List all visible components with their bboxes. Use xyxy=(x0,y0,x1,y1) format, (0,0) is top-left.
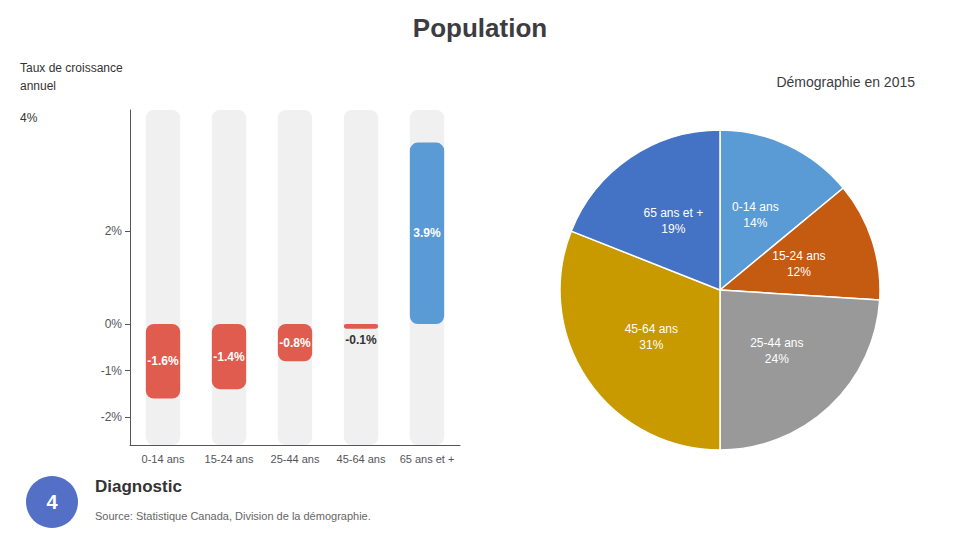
svg-text:25-44 ans: 25-44 ans xyxy=(750,336,803,350)
svg-text:14%: 14% xyxy=(743,216,767,230)
svg-text:3.9%: 3.9% xyxy=(413,226,441,240)
svg-text:4: 4 xyxy=(46,491,58,513)
svg-text:Taux de croissance: Taux de croissance xyxy=(20,61,123,75)
svg-text:45-64 ans: 45-64 ans xyxy=(337,453,386,465)
svg-text:15-24 ans: 15-24 ans xyxy=(205,453,254,465)
svg-text:annuel: annuel xyxy=(20,79,56,93)
svg-text:0-14 ans: 0-14 ans xyxy=(732,200,779,214)
svg-text:-2%: -2% xyxy=(101,410,123,424)
svg-text:25-44 ans: 25-44 ans xyxy=(271,453,320,465)
svg-text:45-64 ans: 45-64 ans xyxy=(625,322,678,336)
svg-text:-0.1%: -0.1% xyxy=(345,333,377,347)
svg-text:Source: Statistique Canada, Di: Source: Statistique Canada, Division de … xyxy=(95,510,371,522)
svg-text:Population: Population xyxy=(413,13,547,43)
svg-text:-0.8%: -0.8% xyxy=(279,336,311,350)
svg-text:4%: 4% xyxy=(20,111,38,125)
svg-text:12%: 12% xyxy=(787,265,811,279)
svg-text:24%: 24% xyxy=(765,352,789,366)
svg-text:Diagnostic: Diagnostic xyxy=(95,477,182,496)
svg-text:-1%: -1% xyxy=(101,364,123,378)
svg-text:-1.6%: -1.6% xyxy=(147,354,179,368)
svg-text:15-24 ans: 15-24 ans xyxy=(772,249,825,263)
svg-text:19%: 19% xyxy=(661,222,685,236)
svg-text:31%: 31% xyxy=(639,338,663,352)
svg-text:2%: 2% xyxy=(105,224,123,238)
svg-text:0-14 ans: 0-14 ans xyxy=(142,453,185,465)
svg-text:0%: 0% xyxy=(105,317,123,331)
svg-text:-1.4%: -1.4% xyxy=(213,350,245,364)
svg-text:65 ans et +: 65 ans et + xyxy=(643,206,703,220)
svg-text:65 ans et +: 65 ans et + xyxy=(400,453,455,465)
svg-text:Démographie en 2015: Démographie en 2015 xyxy=(776,74,915,90)
